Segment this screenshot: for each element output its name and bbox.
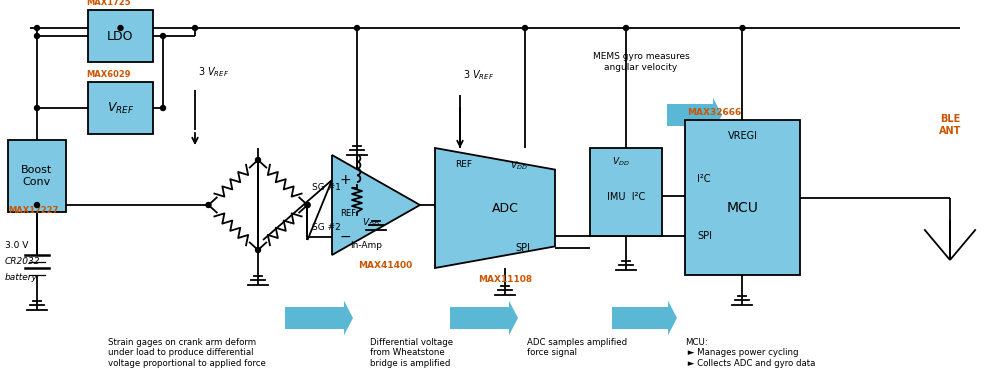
Text: MAX1725: MAX1725 [86, 0, 130, 7]
Text: VREGI: VREGI [726, 131, 757, 141]
Circle shape [623, 25, 628, 31]
Text: ADC: ADC [491, 201, 518, 214]
Circle shape [256, 158, 261, 162]
Circle shape [354, 25, 359, 31]
Text: BLE
ANT: BLE ANT [938, 114, 960, 136]
Circle shape [34, 34, 39, 38]
Text: In-Amp: In-Amp [350, 241, 382, 249]
Text: SG #1: SG #1 [313, 183, 341, 192]
Polygon shape [450, 301, 517, 335]
Text: MCU:
 ► Manages power cycling
 ► Collects ADC and gyro data
 ► Sends BLE packets: MCU: ► Manages power cycling ► Collects … [684, 338, 826, 369]
Text: MAX32666: MAX32666 [686, 108, 740, 117]
Circle shape [34, 106, 39, 110]
Polygon shape [666, 98, 721, 132]
Text: IMU  I²C: IMU I²C [606, 192, 644, 202]
Circle shape [34, 203, 39, 207]
Text: 3 $V_{REF}$: 3 $V_{REF}$ [463, 68, 494, 82]
FancyBboxPatch shape [88, 82, 153, 134]
Text: SPI: SPI [696, 231, 711, 241]
Circle shape [160, 106, 165, 110]
Polygon shape [285, 301, 353, 335]
Text: CR2032: CR2032 [5, 258, 40, 266]
Text: MAX6029: MAX6029 [86, 70, 130, 79]
Circle shape [118, 25, 123, 31]
Text: $V_{DD}$: $V_{DD}$ [362, 217, 379, 229]
Circle shape [522, 25, 527, 31]
Circle shape [192, 25, 197, 31]
Text: SG #2: SG #2 [313, 223, 341, 231]
Text: REF: REF [455, 160, 472, 169]
Circle shape [739, 25, 744, 31]
Text: ADC samples amplified
force signal: ADC samples amplified force signal [526, 338, 626, 358]
Text: $V_{REF}$: $V_{REF}$ [107, 100, 134, 115]
Text: MCU: MCU [725, 200, 758, 214]
Text: 3.0 V: 3.0 V [5, 241, 28, 249]
Text: MAX17227: MAX17227 [8, 206, 58, 215]
Text: LDO: LDO [107, 30, 133, 42]
Text: $V_{DD}$: $V_{DD}$ [611, 156, 629, 168]
Text: 3 $V_{REF}$: 3 $V_{REF}$ [197, 65, 228, 79]
Text: Boost
Conv: Boost Conv [21, 165, 52, 187]
Text: Differential voltage
from Wheatstone
bridge is amplified: Differential voltage from Wheatstone bri… [370, 338, 453, 368]
Text: battery: battery [5, 272, 38, 282]
Circle shape [160, 34, 165, 38]
Text: REF: REF [340, 208, 356, 217]
FancyBboxPatch shape [88, 10, 153, 62]
Circle shape [34, 25, 39, 31]
Text: MAX41400: MAX41400 [358, 261, 412, 269]
Polygon shape [332, 155, 420, 255]
Text: SPI: SPI [514, 243, 529, 253]
Polygon shape [611, 301, 676, 335]
Circle shape [205, 203, 210, 207]
Polygon shape [435, 148, 554, 268]
Circle shape [305, 203, 310, 207]
Text: MEMS gyro measures
angular velocity: MEMS gyro measures angular velocity [592, 52, 688, 72]
FancyBboxPatch shape [8, 140, 66, 212]
Text: $V_{DD}$: $V_{DD}$ [509, 160, 527, 172]
FancyBboxPatch shape [589, 148, 661, 236]
Text: Strain gages on crank arm deform
under load to produce differential
voltage prop: Strain gages on crank arm deform under l… [108, 338, 266, 368]
Text: −: − [340, 230, 352, 244]
Text: MAX11108: MAX11108 [478, 276, 531, 284]
Circle shape [305, 203, 310, 207]
Text: +: + [340, 173, 352, 187]
FancyBboxPatch shape [684, 120, 800, 275]
Circle shape [256, 248, 261, 252]
Text: I²C: I²C [696, 174, 709, 184]
